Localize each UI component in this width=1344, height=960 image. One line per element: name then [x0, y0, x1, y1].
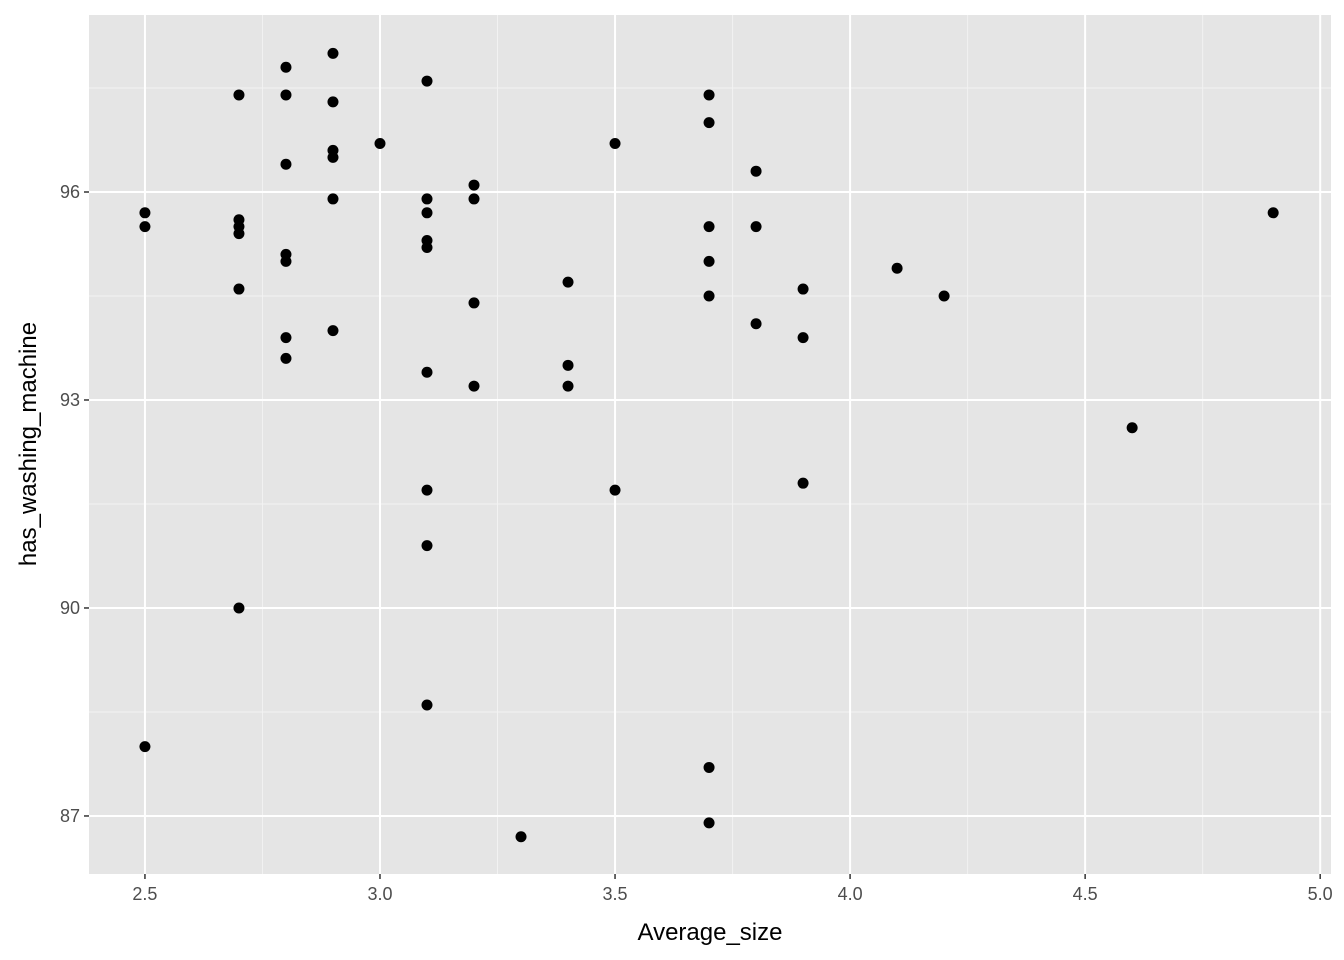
y-tick-label: 96	[60, 182, 80, 202]
point	[280, 61, 292, 73]
point	[562, 380, 574, 392]
point	[468, 297, 480, 309]
x-tick-label: 5.0	[1308, 884, 1333, 904]
point	[327, 151, 339, 163]
point	[703, 290, 715, 302]
point	[421, 699, 433, 711]
point	[421, 207, 433, 219]
point	[750, 165, 762, 177]
y-tick-label: 87	[60, 806, 80, 826]
point	[891, 262, 903, 274]
point	[421, 366, 433, 378]
point	[280, 255, 292, 267]
point	[1267, 207, 1279, 219]
point	[280, 89, 292, 101]
point	[421, 193, 433, 205]
point	[609, 137, 621, 149]
point	[703, 89, 715, 101]
point	[468, 179, 480, 191]
panel	[89, 15, 1331, 874]
point	[233, 228, 245, 240]
y-tick-label: 90	[60, 598, 80, 618]
point	[233, 283, 245, 295]
point	[139, 741, 151, 753]
point	[280, 332, 292, 344]
point	[421, 540, 433, 552]
point	[280, 352, 292, 364]
point	[797, 477, 809, 489]
point	[562, 276, 574, 288]
point	[139, 207, 151, 219]
point	[280, 158, 292, 170]
x-tick-label: 2.5	[132, 884, 157, 904]
y-axis-title: has_washing_machine	[15, 322, 42, 566]
point	[797, 332, 809, 344]
point	[797, 283, 809, 295]
y-tick-label: 93	[60, 390, 80, 410]
point	[327, 325, 339, 337]
x-tick-label: 4.5	[1073, 884, 1098, 904]
point	[233, 89, 245, 101]
point	[750, 318, 762, 330]
point	[703, 117, 715, 129]
point	[327, 96, 339, 108]
point	[562, 359, 574, 371]
point	[468, 380, 480, 392]
x-tick-label: 3.0	[367, 884, 392, 904]
point	[703, 255, 715, 267]
point	[374, 137, 386, 149]
point	[233, 602, 245, 614]
point	[468, 193, 480, 205]
point	[1126, 422, 1138, 434]
x-tick-label: 4.0	[838, 884, 863, 904]
point	[421, 241, 433, 253]
point	[421, 75, 433, 87]
point	[515, 831, 527, 843]
point	[327, 47, 339, 59]
point	[750, 221, 762, 233]
point	[703, 817, 715, 829]
point	[938, 290, 950, 302]
x-tick-label: 3.5	[603, 884, 628, 904]
point	[327, 193, 339, 205]
point	[609, 484, 621, 496]
point	[421, 484, 433, 496]
point	[703, 221, 715, 233]
point	[703, 761, 715, 773]
x-axis-title: Average_size	[638, 919, 783, 946]
point	[139, 221, 151, 233]
